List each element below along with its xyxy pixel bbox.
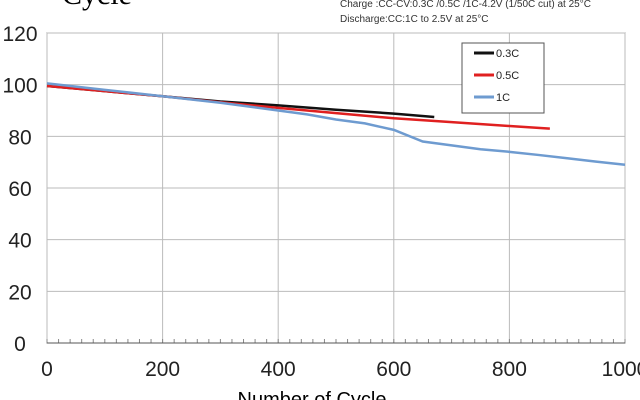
y-tick-label: 100 [2, 75, 37, 98]
y-tick-label: 0 [14, 333, 26, 356]
legend: 0.3C 0.5C 1C [461, 42, 545, 114]
x-tick-label: 200 [145, 358, 180, 381]
x-axis-label: Number of Cycle [238, 389, 387, 400]
chart-title: Cycle [62, 0, 132, 11]
legend-label: 0.3C [496, 48, 519, 60]
y-tick-label: 120 [2, 23, 37, 46]
charge-note: Charge :CC-CV:0.3C /0.5C /1C-4.2V (1/50C… [340, 0, 591, 10]
legend-label: 1C [496, 92, 510, 104]
x-tick-label: 0 [41, 358, 53, 381]
y-tick-label: 40 [8, 230, 31, 253]
legend-box [461, 42, 545, 114]
legend-label: 0.5C [496, 70, 519, 82]
y-tick-label: 60 [8, 178, 31, 201]
y-tick-label: 20 [8, 281, 31, 304]
y-tick-label: 80 [8, 126, 31, 149]
discharge-note: Discharge:CC:1C to 2.5V at 25°C [340, 14, 489, 25]
series-line-1C [46, 82, 626, 166]
x-tick-label: 600 [376, 358, 411, 381]
x-tick-label: 400 [261, 358, 296, 381]
x-tick-label: 800 [492, 358, 527, 381]
